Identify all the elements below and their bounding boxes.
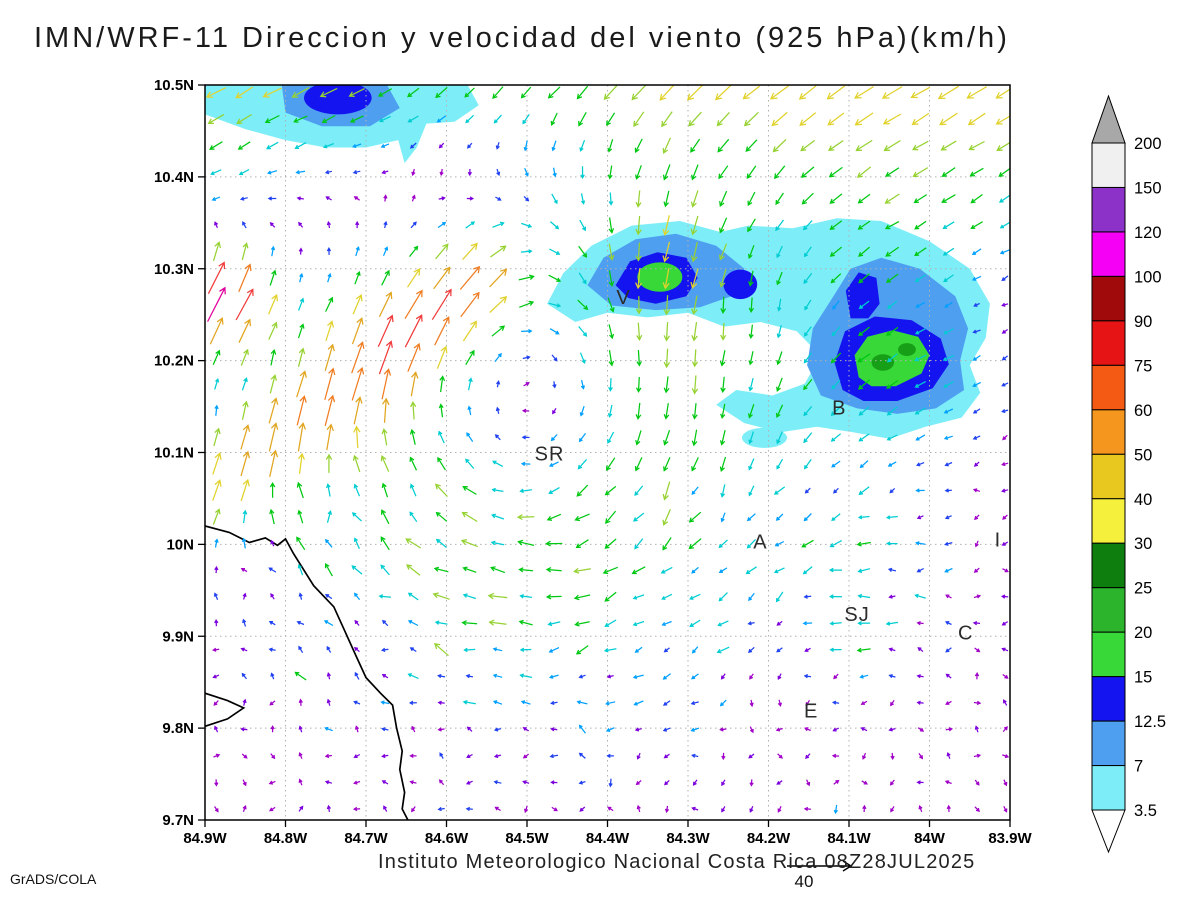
y-tick-label: 9.7N bbox=[162, 812, 194, 829]
x-tick-label: 84.3W bbox=[666, 830, 710, 847]
station-label: B bbox=[832, 397, 846, 419]
grads-credit: GrADS/COLA bbox=[10, 871, 97, 887]
colorbar-label: 12.5 bbox=[1134, 713, 1166, 731]
station-label: A bbox=[753, 532, 767, 554]
y-tick-label: 10.1N bbox=[154, 445, 194, 462]
shade-polygon bbox=[845, 272, 880, 319]
colorbar-label: 100 bbox=[1134, 268, 1162, 286]
x-tick-label: 84.1W bbox=[827, 830, 871, 847]
colorbar-label: 60 bbox=[1134, 402, 1152, 420]
colorbar-label: 200 bbox=[1134, 135, 1162, 153]
y-tick-label: 9.8N bbox=[162, 720, 194, 737]
x-tick-label: 84.9W bbox=[183, 830, 227, 847]
colorbar-band bbox=[1091, 587, 1126, 633]
station-label: I bbox=[995, 530, 1002, 552]
station-label: SR bbox=[535, 443, 565, 465]
station-label: V bbox=[616, 287, 630, 309]
colorbar-label: 50 bbox=[1134, 446, 1152, 464]
colorbar-label: 120 bbox=[1134, 224, 1162, 242]
colorbar-label: 15 bbox=[1134, 669, 1152, 687]
colorbar-label: 40 bbox=[1134, 491, 1152, 509]
x-tick-label: 83.9W bbox=[988, 830, 1032, 847]
x-tick-label: 84.6W bbox=[425, 830, 469, 847]
shade-ellipse bbox=[637, 262, 683, 292]
x-tick-label: 84.2W bbox=[747, 830, 791, 847]
coastline bbox=[205, 525, 409, 820]
shade-ellipse bbox=[871, 354, 895, 371]
colorbar-band bbox=[1091, 631, 1126, 678]
colorbar-label: 75 bbox=[1134, 357, 1152, 375]
reference-vector-arrow bbox=[787, 860, 853, 872]
x-tick-label: 84W bbox=[914, 830, 946, 847]
colorbar-band bbox=[1091, 409, 1126, 455]
station-labels: V B SR A SJ C E I bbox=[535, 287, 1002, 723]
map-gridlines bbox=[204, 84, 1011, 821]
y-tick-label: 10.3N bbox=[154, 261, 194, 278]
chart-title: IMN/WRF-11 Direccion y velocidad del vie… bbox=[34, 22, 1010, 54]
colorbar-band bbox=[1091, 142, 1126, 188]
coastline-path bbox=[205, 525, 409, 820]
axes: 84.9W 84.8W 84.7W 84.6W 84.5W 84.4W 84.3W 84.2W… bbox=[154, 77, 1033, 847]
colorbar-below-triangle bbox=[1091, 809, 1126, 854]
x-tick-label: 84.4W bbox=[586, 830, 630, 847]
reference-vector-value: 40 bbox=[795, 872, 814, 891]
x-tick-label: 84.8W bbox=[264, 830, 308, 847]
colorbar-band bbox=[1091, 320, 1126, 366]
shade-ellipse bbox=[723, 269, 758, 300]
y-tick-label: 10.2N bbox=[154, 353, 194, 370]
colorbar-band bbox=[1091, 542, 1126, 589]
y-tick-label: 10.5N bbox=[154, 77, 194, 94]
colorbar-band bbox=[1091, 453, 1126, 500]
colorbar-band bbox=[1091, 364, 1126, 411]
colorbar-band bbox=[1091, 676, 1126, 722]
colorbar-label: 90 bbox=[1134, 313, 1152, 331]
colorbar-above-triangle bbox=[1091, 94, 1126, 144]
colorbar-band bbox=[1091, 720, 1126, 767]
colorbar-label: 3.5 bbox=[1134, 802, 1157, 820]
wind-arrows bbox=[205, 85, 1010, 815]
shade-ellipse bbox=[304, 85, 372, 115]
station-label: E bbox=[804, 701, 818, 723]
colorbar-band bbox=[1091, 186, 1126, 233]
colorbar-label: 150 bbox=[1134, 179, 1162, 197]
colorbar-band bbox=[1091, 275, 1126, 322]
colorbar-band bbox=[1091, 231, 1126, 277]
colorbar-label: 30 bbox=[1134, 535, 1152, 553]
colorbar-band bbox=[1091, 765, 1126, 811]
x-tick-label: 84.7W bbox=[344, 830, 388, 847]
colorbar: 200 150 120 100 90 75 60 50 40 30 25 20 15 12.5 7 3.5 bbox=[1091, 94, 1166, 854]
x-tick-label: 84.5W bbox=[505, 830, 549, 847]
y-tick-label: 10N bbox=[166, 536, 194, 553]
y-tick-label: 10.4N bbox=[154, 169, 194, 186]
footer-caption: Instituto Meteorologico Nacional Costa R… bbox=[378, 851, 976, 873]
colorbar-label: 25 bbox=[1134, 580, 1152, 598]
reference-vector: 40 bbox=[787, 860, 853, 891]
station-label: C bbox=[958, 622, 973, 644]
shade-ellipse bbox=[898, 343, 916, 357]
colorbar-band bbox=[1091, 498, 1126, 544]
colorbar-label: 7 bbox=[1134, 758, 1143, 776]
shaded-speed-regions bbox=[205, 85, 990, 448]
y-tick-label: 9.9N bbox=[162, 628, 194, 645]
station-label: SJ bbox=[844, 604, 869, 626]
colorbar-label: 20 bbox=[1134, 624, 1152, 642]
coastline-path bbox=[205, 692, 246, 728]
